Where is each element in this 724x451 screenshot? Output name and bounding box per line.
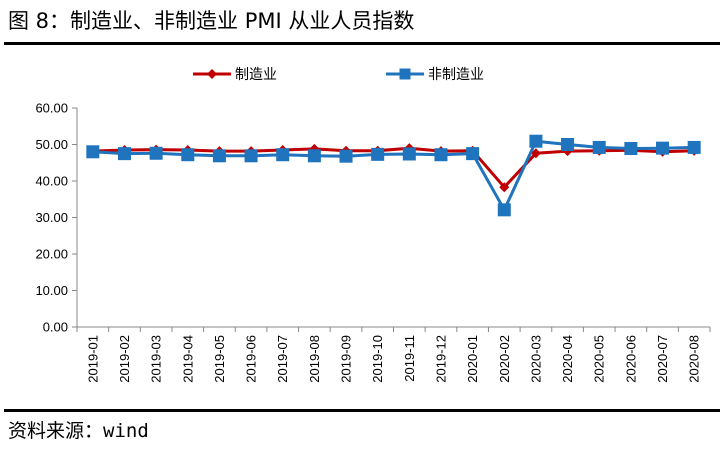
x-tick-label: 2020-01 bbox=[465, 335, 480, 383]
bottom-rule bbox=[4, 409, 720, 412]
x-tick-label: 2019-03 bbox=[149, 335, 164, 383]
chart-legend: 制造业 非制造业 bbox=[193, 67, 484, 83]
chart-lines bbox=[86, 134, 701, 217]
x-tick-label: 2019-12 bbox=[433, 335, 448, 383]
x-tick-label: 2019-08 bbox=[307, 335, 322, 383]
y-tick-label: 20.00 bbox=[35, 247, 68, 262]
x-tick-label: 2019-05 bbox=[212, 335, 227, 383]
data-point-nonmanufacturing bbox=[466, 147, 480, 161]
data-point-nonmanufacturing bbox=[212, 149, 226, 163]
x-tick-label: 2019-07 bbox=[275, 335, 290, 383]
data-point-nonmanufacturing bbox=[149, 146, 163, 160]
data-point-nonmanufacturing bbox=[434, 148, 448, 162]
data-point-nonmanufacturing bbox=[561, 138, 575, 151]
x-tick-label: 2019-09 bbox=[339, 335, 354, 383]
y-tick-label: 0.00 bbox=[43, 320, 68, 335]
chart-axes: 0.00 10.00 20.00 30.00 40.00 50.00 60.00 2019-0… bbox=[35, 101, 711, 383]
data-point-nonmanufacturing bbox=[244, 149, 258, 163]
source-note: 资料来源：wind bbox=[8, 420, 149, 442]
data-point-manufacturing bbox=[530, 148, 541, 159]
x-tick-label: 2019-01 bbox=[85, 335, 100, 383]
legend-marker bbox=[399, 68, 411, 80]
x-tick-label: 2020-03 bbox=[528, 335, 543, 383]
legend-label: 制造业 bbox=[235, 67, 277, 83]
data-point-nonmanufacturing bbox=[529, 134, 543, 148]
x-tick-label: 2020-04 bbox=[560, 335, 575, 383]
legend-label: 非制造业 bbox=[428, 67, 484, 83]
y-tick-label: 30.00 bbox=[35, 210, 68, 225]
x-tick-label: 2020-05 bbox=[592, 335, 607, 383]
data-point-nonmanufacturing bbox=[181, 148, 195, 162]
data-point-nonmanufacturing bbox=[86, 145, 100, 159]
data-point-nonmanufacturing bbox=[687, 140, 701, 154]
data-point-nonmanufacturing bbox=[371, 147, 385, 161]
x-tick-label: 2020-06 bbox=[623, 335, 638, 383]
x-tick-label: 2020-02 bbox=[497, 335, 512, 383]
x-tick-label: 2019-06 bbox=[244, 335, 259, 383]
top-rule bbox=[4, 42, 720, 45]
data-point-nonmanufacturing bbox=[307, 149, 321, 163]
data-point-nonmanufacturing bbox=[624, 142, 638, 156]
data-point-nonmanufacturing bbox=[656, 141, 670, 155]
data-point-nonmanufacturing bbox=[497, 203, 511, 217]
figure-title: 图 8：制造业、非制造业 PMI 从业人员指数 bbox=[8, 9, 415, 33]
x-tick-label: 2019-10 bbox=[370, 335, 385, 383]
x-tick-label: 2019-02 bbox=[117, 335, 132, 383]
x-tick-label: 2020-07 bbox=[655, 335, 670, 383]
x-tick-label: 2020-08 bbox=[687, 335, 702, 383]
data-point-nonmanufacturing bbox=[339, 149, 353, 163]
data-point-nonmanufacturing bbox=[117, 147, 131, 161]
y-tick-label: 50.00 bbox=[35, 137, 68, 152]
legend-marker bbox=[207, 69, 217, 79]
x-tick-label: 2019-04 bbox=[180, 335, 195, 383]
data-point-nonmanufacturing bbox=[276, 148, 290, 162]
data-point-nonmanufacturing bbox=[402, 147, 416, 161]
data-point-manufacturing bbox=[499, 182, 510, 193]
x-tick-label: 2019-11 bbox=[402, 335, 417, 382]
y-tick-label: 60.00 bbox=[35, 101, 68, 116]
y-tick-label: 10.00 bbox=[35, 283, 68, 298]
data-point-nonmanufacturing bbox=[592, 140, 606, 154]
y-tick-label: 40.00 bbox=[35, 174, 68, 189]
